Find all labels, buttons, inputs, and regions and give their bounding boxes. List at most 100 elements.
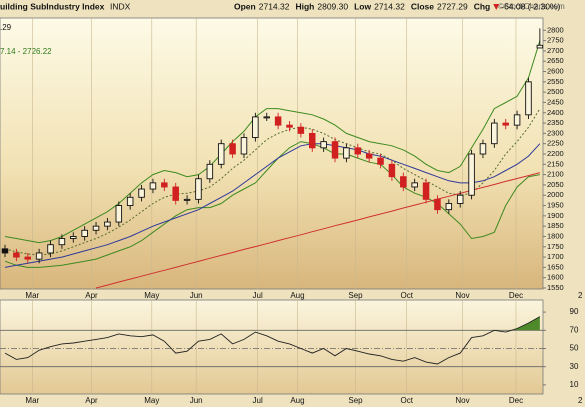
candle-body xyxy=(58,238,66,246)
x-tick-label: Oct xyxy=(400,291,413,300)
candle-body xyxy=(388,163,396,178)
x-tick-label: Nov xyxy=(455,291,469,300)
y-tick-label: 2600 xyxy=(547,67,564,76)
y-tick-label: 50 xyxy=(570,344,579,353)
candle-body xyxy=(422,182,430,200)
candle-body xyxy=(354,147,362,155)
y-tick-label: 2400 xyxy=(547,108,564,117)
overlay-line xyxy=(95,172,541,289)
candle-body xyxy=(183,198,191,201)
y-tick-label: 2800 xyxy=(547,25,564,34)
y-tick-label: 2550 xyxy=(547,77,564,86)
year-label: 2 xyxy=(578,291,583,300)
y-tick-label: 90 xyxy=(570,307,579,316)
x-tick-label: Sep xyxy=(348,396,363,405)
y-tick-label: 1850 xyxy=(547,221,564,230)
candle-body xyxy=(47,244,54,254)
y-tick-label: 2300 xyxy=(547,128,564,137)
x-tick-label: Jun xyxy=(190,396,203,405)
candle-body xyxy=(513,114,521,126)
candle-body xyxy=(24,256,32,260)
header-label: Open xyxy=(234,1,256,11)
x-tick-label: Jun xyxy=(190,291,203,300)
y-tick-label: 10 xyxy=(570,380,579,389)
candle-body xyxy=(240,137,248,155)
candle-body xyxy=(229,143,236,155)
candle-body xyxy=(456,194,464,204)
candle-body xyxy=(13,252,20,258)
candle-body xyxy=(320,141,327,149)
x-tick-label: May xyxy=(144,291,159,300)
candle-body xyxy=(263,116,270,119)
x-tick-label: Sep xyxy=(348,291,363,300)
candle-body xyxy=(195,178,202,200)
y-tick-label: 2350 xyxy=(547,118,564,127)
candle-body xyxy=(445,203,453,211)
y-tick-label: 1550 xyxy=(547,283,564,292)
year-label: 2 xyxy=(578,396,583,405)
x-tick-label: Oct xyxy=(400,396,413,405)
y-tick-label: 2100 xyxy=(547,170,564,179)
y-tick-label: 1650 xyxy=(547,262,564,271)
header-value: 2714.32 xyxy=(259,1,290,11)
candle-body xyxy=(172,186,179,201)
candle-body xyxy=(252,116,259,138)
watermark: ©StockCharts.com xyxy=(498,2,565,11)
y-tick-label: 2050 xyxy=(547,180,564,189)
x-tick-label: Nov xyxy=(455,396,469,405)
candle-body xyxy=(400,176,407,188)
exchange: INDX xyxy=(110,1,131,11)
y-tick-label: 2450 xyxy=(547,97,564,106)
overlay-line xyxy=(4,141,540,268)
candle-body xyxy=(491,122,498,145)
candle-body xyxy=(149,182,157,190)
y-tick-label: 2250 xyxy=(547,139,564,148)
rsi-overbought-fill xyxy=(511,316,540,331)
header-label: Chg xyxy=(474,1,491,11)
candle-body xyxy=(536,44,544,49)
header-value: -64.08 (-2.30%) xyxy=(501,1,560,11)
x-tick-label: Mar xyxy=(25,291,39,300)
chart-title: uilding SubIndustry Index xyxy=(0,1,105,11)
y-tick-label: 2750 xyxy=(547,36,564,45)
candle-body xyxy=(35,252,43,260)
candle-body xyxy=(479,143,487,155)
x-tick-label: Aug xyxy=(290,291,304,300)
x-tick-label: Aug xyxy=(290,396,304,405)
x-tick-label: Jul xyxy=(253,291,263,300)
legend-text: 7.14 - 2726.22 xyxy=(0,47,52,56)
y-tick-label: 1950 xyxy=(547,201,564,210)
candle-body xyxy=(161,182,168,188)
y-tick-label: 30 xyxy=(570,362,579,371)
header-label: Low xyxy=(354,1,371,11)
overlay-line xyxy=(4,108,541,256)
x-tick-label: Dec xyxy=(509,291,523,300)
candle-body xyxy=(309,132,316,149)
candle-body xyxy=(206,163,214,180)
y-tick-label: 1750 xyxy=(547,242,564,251)
candle-body xyxy=(411,182,418,188)
y-tick-label: 2200 xyxy=(547,149,564,158)
y-tick-label: 70 xyxy=(570,325,579,334)
header-label: High xyxy=(295,1,314,11)
candle-body xyxy=(434,198,441,211)
candle-body xyxy=(274,116,282,126)
header-value: 2714.32 xyxy=(374,1,405,11)
candle-body xyxy=(365,153,373,159)
y-tick-label: 1800 xyxy=(547,231,564,240)
x-tick-label: Mar xyxy=(25,396,39,405)
candle-body xyxy=(1,248,9,254)
rsi-panel xyxy=(0,299,544,395)
header-label: Close xyxy=(411,1,434,11)
change-arrow xyxy=(493,4,500,10)
candle-body xyxy=(138,188,145,198)
x-tick-label: Jul xyxy=(253,396,263,405)
candle-body xyxy=(104,221,111,227)
candle-body xyxy=(377,157,384,165)
y-tick-label: 2150 xyxy=(547,159,564,168)
main-panel xyxy=(0,17,544,290)
x-tick-label: Dec xyxy=(509,396,523,405)
candle-body xyxy=(217,143,225,165)
candle-body xyxy=(126,196,134,206)
y-tick-label: 2500 xyxy=(547,87,564,96)
